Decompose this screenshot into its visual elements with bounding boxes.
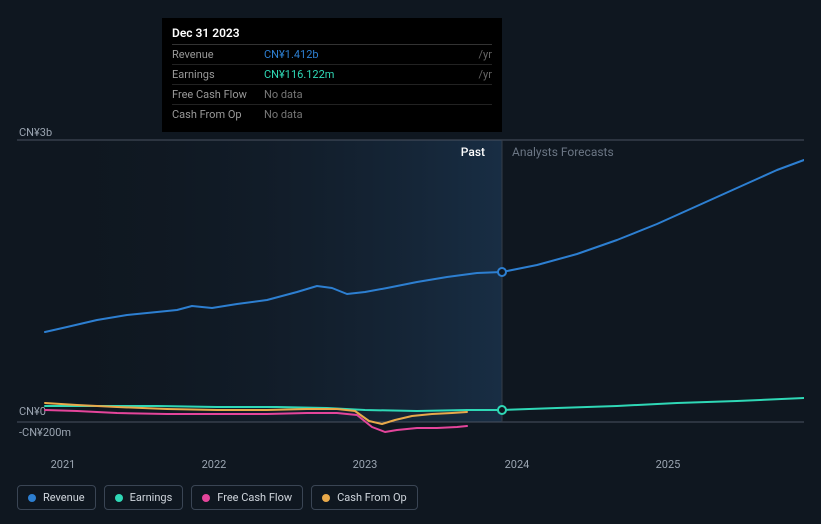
- tooltip-row: Cash From OpNo data: [172, 105, 492, 124]
- y-axis-label: -CN¥200m: [19, 426, 71, 439]
- tooltip-metric-label: Earnings: [172, 68, 264, 81]
- x-axis-label: 2023: [353, 458, 378, 471]
- x-axis-label: 2021: [51, 458, 76, 471]
- x-axis-label: 2025: [656, 458, 681, 471]
- legend-label: Cash From Op: [337, 491, 407, 504]
- legend-label: Revenue: [43, 491, 85, 504]
- legend-dot-icon: [202, 494, 210, 502]
- tooltip-suffix: /yr: [479, 68, 492, 81]
- tooltip-metric-value: CN¥1.412b: [264, 48, 476, 61]
- chart-area: CN¥3b CN¥0 -CN¥200m 2021 2022 2023 2024 2025 Pas…: [17, 120, 804, 484]
- tooltip-metric-value: No data: [264, 88, 492, 101]
- x-axis-label: 2022: [202, 458, 227, 471]
- x-axis-label: 2024: [505, 458, 530, 471]
- tooltip-metric-value: CN¥116.122m: [264, 68, 476, 81]
- tooltip-row: EarningsCN¥116.122m/yr: [172, 65, 492, 85]
- legend-label: Free Cash Flow: [217, 491, 292, 504]
- y-axis-label: CN¥3b: [19, 126, 52, 139]
- legend-dot-icon: [28, 494, 36, 502]
- tooltip-metric-label: Revenue: [172, 48, 264, 61]
- tooltip-suffix: /yr: [479, 48, 492, 61]
- past-section-label: Past: [461, 145, 485, 159]
- legend-label: Earnings: [130, 491, 173, 504]
- legend-dot-icon: [115, 494, 123, 502]
- legend-item-free-cash-flow[interactable]: Free Cash Flow: [191, 485, 303, 510]
- series-marker: [498, 406, 506, 414]
- tooltip-metric-label: Cash From Op: [172, 108, 264, 121]
- chart-tooltip: Dec 31 2023 RevenueCN¥1.412b/yrEarningsC…: [162, 18, 502, 132]
- tooltip-metric-value: No data: [264, 108, 492, 121]
- tooltip-row: Free Cash FlowNo data: [172, 85, 492, 105]
- line-chart: CN¥3b CN¥0 -CN¥200m 2021 2022 2023 2024 2025 Pas…: [17, 120, 804, 480]
- tooltip-metric-label: Free Cash Flow: [172, 88, 264, 101]
- tooltip-row: RevenueCN¥1.412b/yr: [172, 45, 492, 65]
- chart-legend: Revenue Earnings Free Cash Flow Cash From O…: [17, 485, 418, 510]
- legend-item-cash-from-op[interactable]: Cash From Op: [311, 485, 418, 510]
- legend-dot-icon: [322, 494, 330, 502]
- series-marker: [498, 268, 506, 276]
- y-axis-label: CN¥0: [19, 405, 46, 418]
- tooltip-date: Dec 31 2023: [172, 26, 492, 45]
- legend-item-revenue[interactable]: Revenue: [17, 485, 96, 510]
- legend-item-earnings[interactable]: Earnings: [104, 485, 184, 510]
- forecast-section-label: Analysts Forecasts: [512, 145, 614, 159]
